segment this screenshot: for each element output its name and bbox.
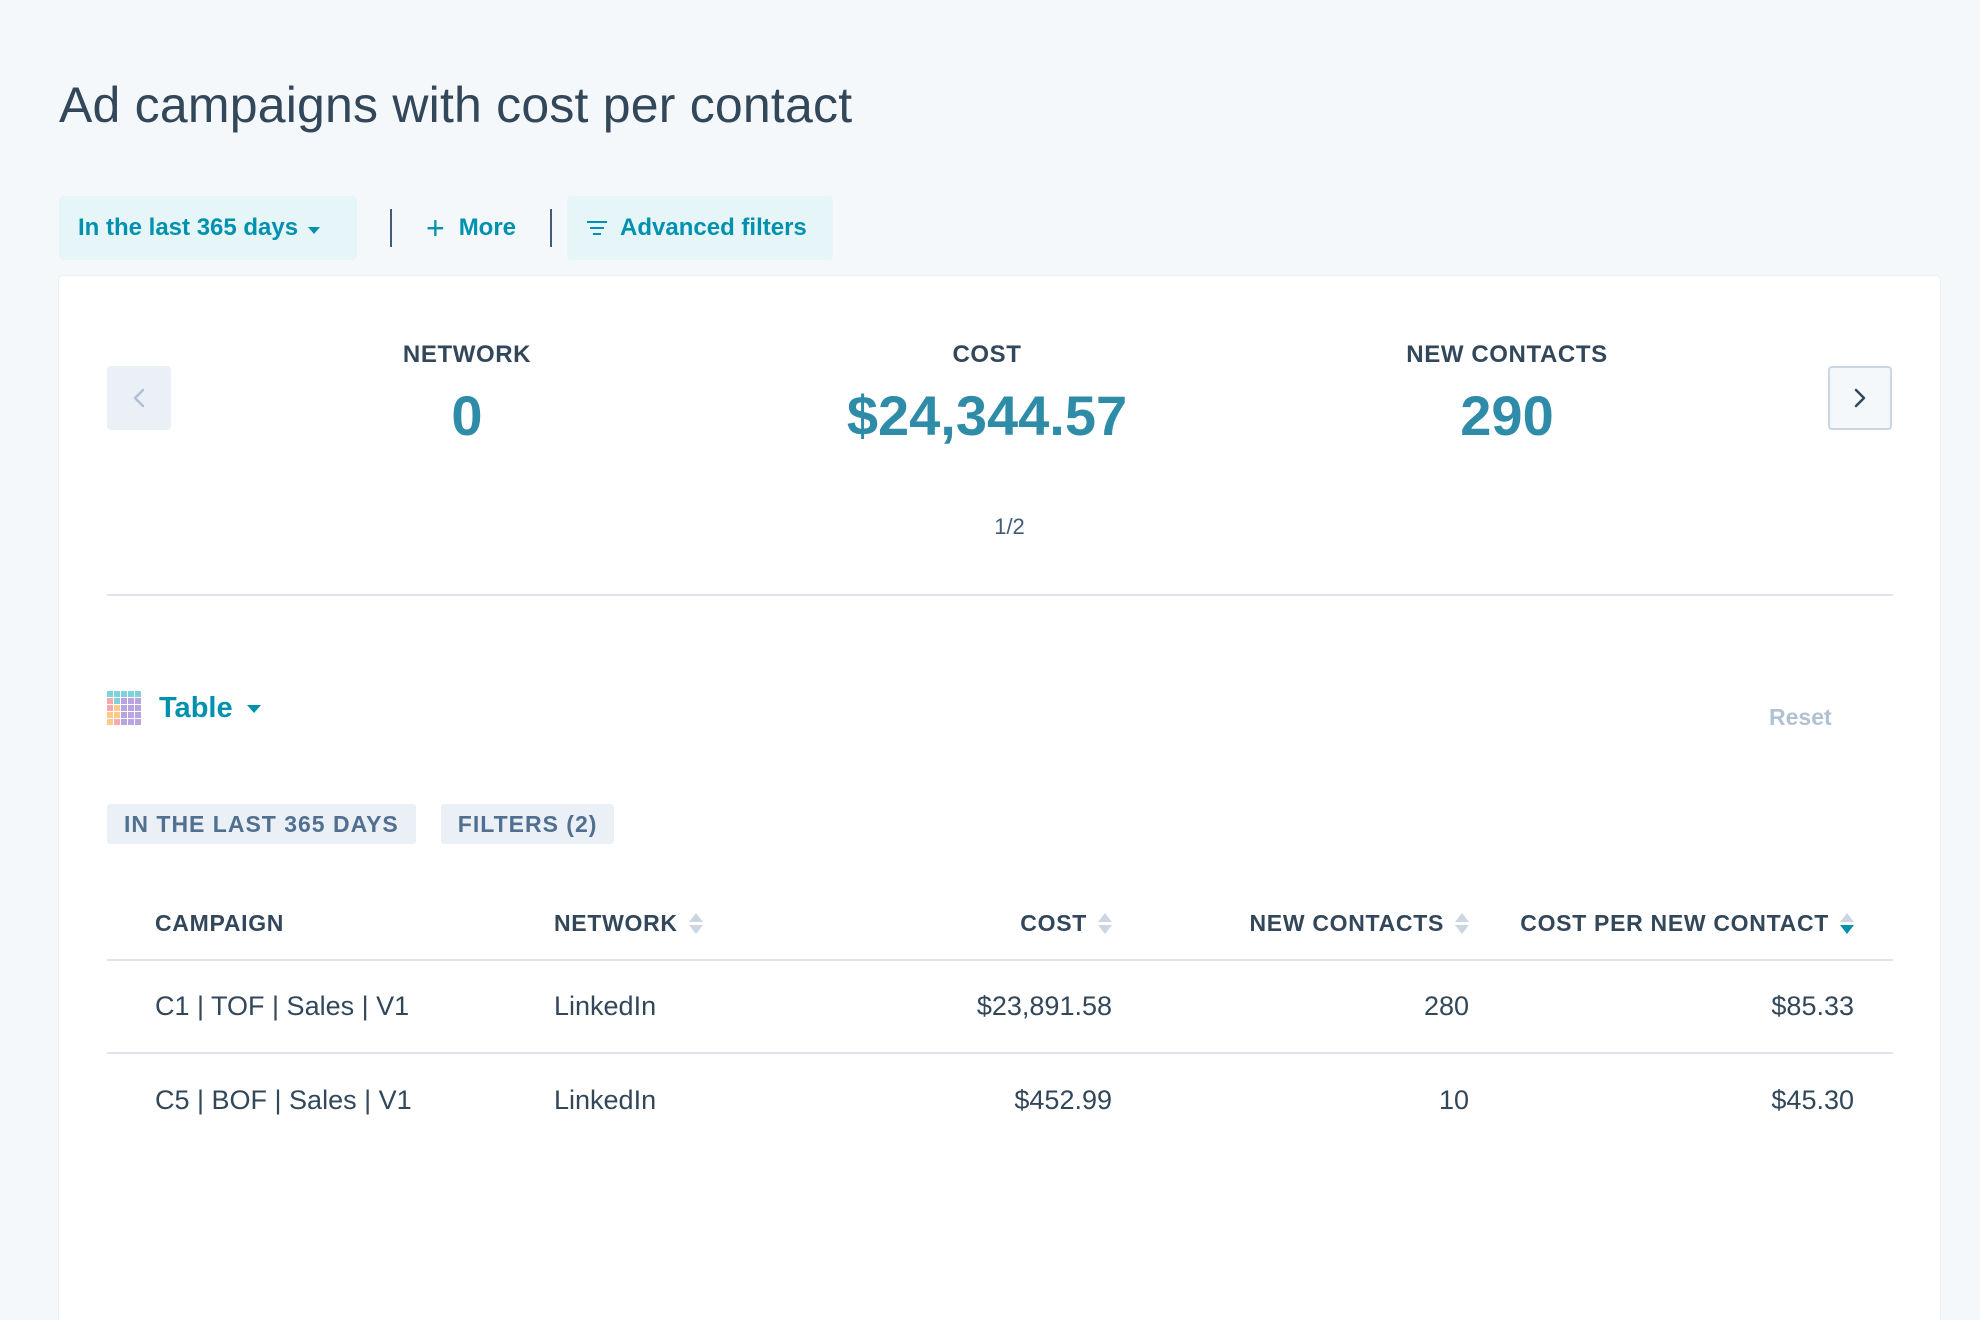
more-label: More [458, 214, 517, 241]
cell-cost: $452.99 [1014, 1085, 1112, 1115]
column-header-cost-per-new-contact[interactable]: COST PER NEW CONTACT [1469, 910, 1854, 937]
table-header: CAMPAIGN NETWORK COST NEW CONTACTS COST … [107, 888, 1893, 961]
table-row: C5 | BOF | Sales | V1 LinkedIn $452.99 1… [107, 1054, 1893, 1147]
column-header-label: COST PER NEW CONTACT [1520, 910, 1829, 936]
cell-campaign: C1 | TOF | Sales | V1 [155, 991, 410, 1021]
divider [390, 209, 392, 247]
date-range-tag[interactable]: IN THE LAST 365 DAYS [107, 804, 416, 844]
kpi-value: 0 [451, 384, 483, 447]
cell-network: LinkedIn [554, 991, 657, 1021]
divider [550, 209, 553, 247]
kpi-label: NETWORK [402, 341, 532, 368]
sort-arrows-icon [1098, 913, 1112, 934]
date-range-label: In the last 365 days [78, 214, 299, 241]
visualization-type-dropdown[interactable]: Table [107, 691, 261, 725]
filter-tags: IN THE LAST 365 DAYS FILTERS (2) [107, 804, 639, 844]
cell-new-contacts: 280 [1423, 991, 1469, 1021]
kpi-label: COST [952, 341, 1022, 368]
cell-cost-per-new-contact: $45.30 [1771, 1085, 1854, 1115]
campaigns-table: CAMPAIGN NETWORK COST NEW CONTACTS COST … [107, 888, 1893, 1147]
sort-arrows-icon [688, 913, 703, 934]
cell-new-contacts: 10 [1438, 1085, 1469, 1115]
plus-icon: + [426, 210, 445, 246]
column-header-network[interactable]: NETWORK [554, 910, 804, 937]
table-row: C1 | TOF | Sales | V1 LinkedIn $23,891.5… [107, 961, 1893, 1054]
kpi-value: $24,344.57 [846, 384, 1128, 447]
visualization-type-label: Table [159, 691, 233, 724]
kpi-new-contacts: NEW CONTACTS 290 [1297, 341, 1717, 448]
reset-button[interactable]: Reset [1769, 704, 1832, 730]
report-card: NETWORK 0 COST $24,344.57 NEW CONTACTS 2… [59, 276, 1940, 1320]
column-header-cost[interactable]: COST [804, 910, 1112, 937]
sort-arrows-icon [1455, 913, 1469, 934]
divider [107, 594, 1893, 596]
previous-kpi-button[interactable] [107, 366, 171, 430]
advanced-filters-label: Advanced filters [620, 214, 807, 241]
column-header-label: COST [1020, 910, 1087, 936]
next-kpi-button[interactable] [1828, 366, 1892, 430]
kpi-pager: 1/2 [994, 514, 1025, 539]
cell-cost-per-new-contact: $85.33 [1771, 991, 1854, 1021]
date-range-dropdown[interactable]: In the last 365 days [59, 196, 357, 260]
column-header-label: CAMPAIGN [155, 910, 285, 936]
column-header-new-contacts[interactable]: NEW CONTACTS [1112, 910, 1469, 937]
page-title: Ad campaigns with cost per contact [59, 77, 853, 133]
column-header-label: NETWORK [554, 910, 678, 936]
cell-cost: $23,891.58 [976, 991, 1112, 1021]
cell-campaign: C5 | BOF | Sales | V1 [155, 1085, 412, 1115]
chevron-left-icon [133, 388, 145, 408]
kpi-label: NEW CONTACTS [1406, 341, 1608, 368]
kpi-cost: COST $24,344.57 [777, 341, 1197, 448]
advanced-filters-button[interactable]: Advanced filters [567, 196, 834, 260]
table-grid-icon [107, 691, 141, 725]
kpi-network: NETWORK 0 [257, 341, 677, 448]
column-header-label: NEW CONTACTS [1249, 910, 1444, 936]
column-header-campaign[interactable]: CAMPAIGN [107, 910, 554, 937]
sort-arrows-icon [1840, 913, 1854, 934]
chevron-right-icon [1854, 388, 1866, 408]
filters-tag[interactable]: FILTERS (2) [440, 804, 615, 844]
caret-down-icon [246, 705, 261, 713]
more-filters-button[interactable]: + More [426, 212, 516, 244]
kpi-value: 290 [1460, 384, 1554, 447]
filter-lines-icon [586, 218, 608, 238]
cell-network: LinkedIn [554, 1085, 657, 1115]
filter-bar: In the last 365 days + More Advanced fil… [59, 196, 834, 260]
caret-down-icon [308, 226, 321, 234]
